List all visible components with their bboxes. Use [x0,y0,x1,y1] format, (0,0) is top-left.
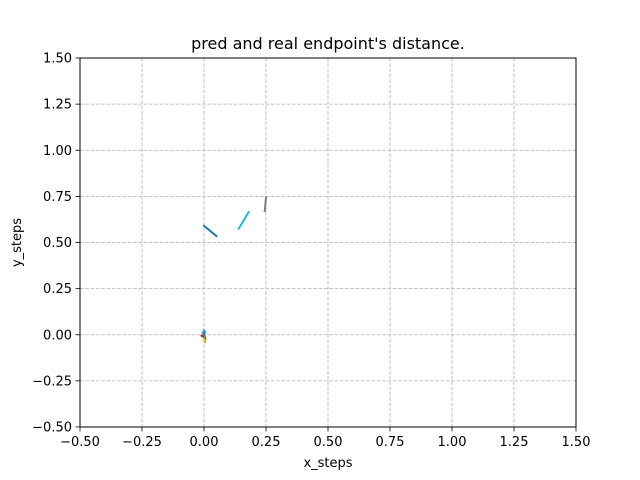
x-tick-label: 1.50 [562,435,591,450]
y-axis-label: y_steps [10,218,25,267]
series-line [201,328,206,335]
y-tick-label: −0.25 [32,374,72,389]
x-tick-label: −0.50 [60,435,100,450]
series-line [202,337,207,344]
x-tick-label: 0.00 [190,435,219,450]
x-tick-label: 0.50 [314,435,343,450]
x-tick-label: 1.00 [438,435,467,450]
y-tick-label: 1.50 [43,52,72,67]
series-line [237,210,251,231]
grid-layer [79,57,577,428]
y-tick-label: 0.50 [43,236,72,251]
chart-title: pred and real endpoint's distance. [191,34,465,53]
y-tick-label: 0.25 [43,282,72,297]
tick-layer: −0.50 −0.25 0.00 0.25 0.50 0.75 1.00 1.25 1.50 −0… [32,52,590,451]
y-tick-label: 0.75 [43,190,72,205]
x-tick-label: 0.75 [376,435,405,450]
series-line [202,330,206,337]
x-axis-label: x_steps [303,456,352,471]
y-tick-label: −0.50 [32,421,72,436]
y-tick-label: 1.25 [43,98,72,113]
x-tick-label: −0.25 [122,435,162,450]
y-tick-label: 0.00 [43,328,72,343]
x-tick-label: 1.25 [500,435,529,450]
series-line [263,196,268,213]
series-layer [200,196,268,344]
y-tick-label: 1.00 [43,144,72,159]
x-tick-label: 0.25 [252,435,281,450]
series-line [202,224,218,238]
